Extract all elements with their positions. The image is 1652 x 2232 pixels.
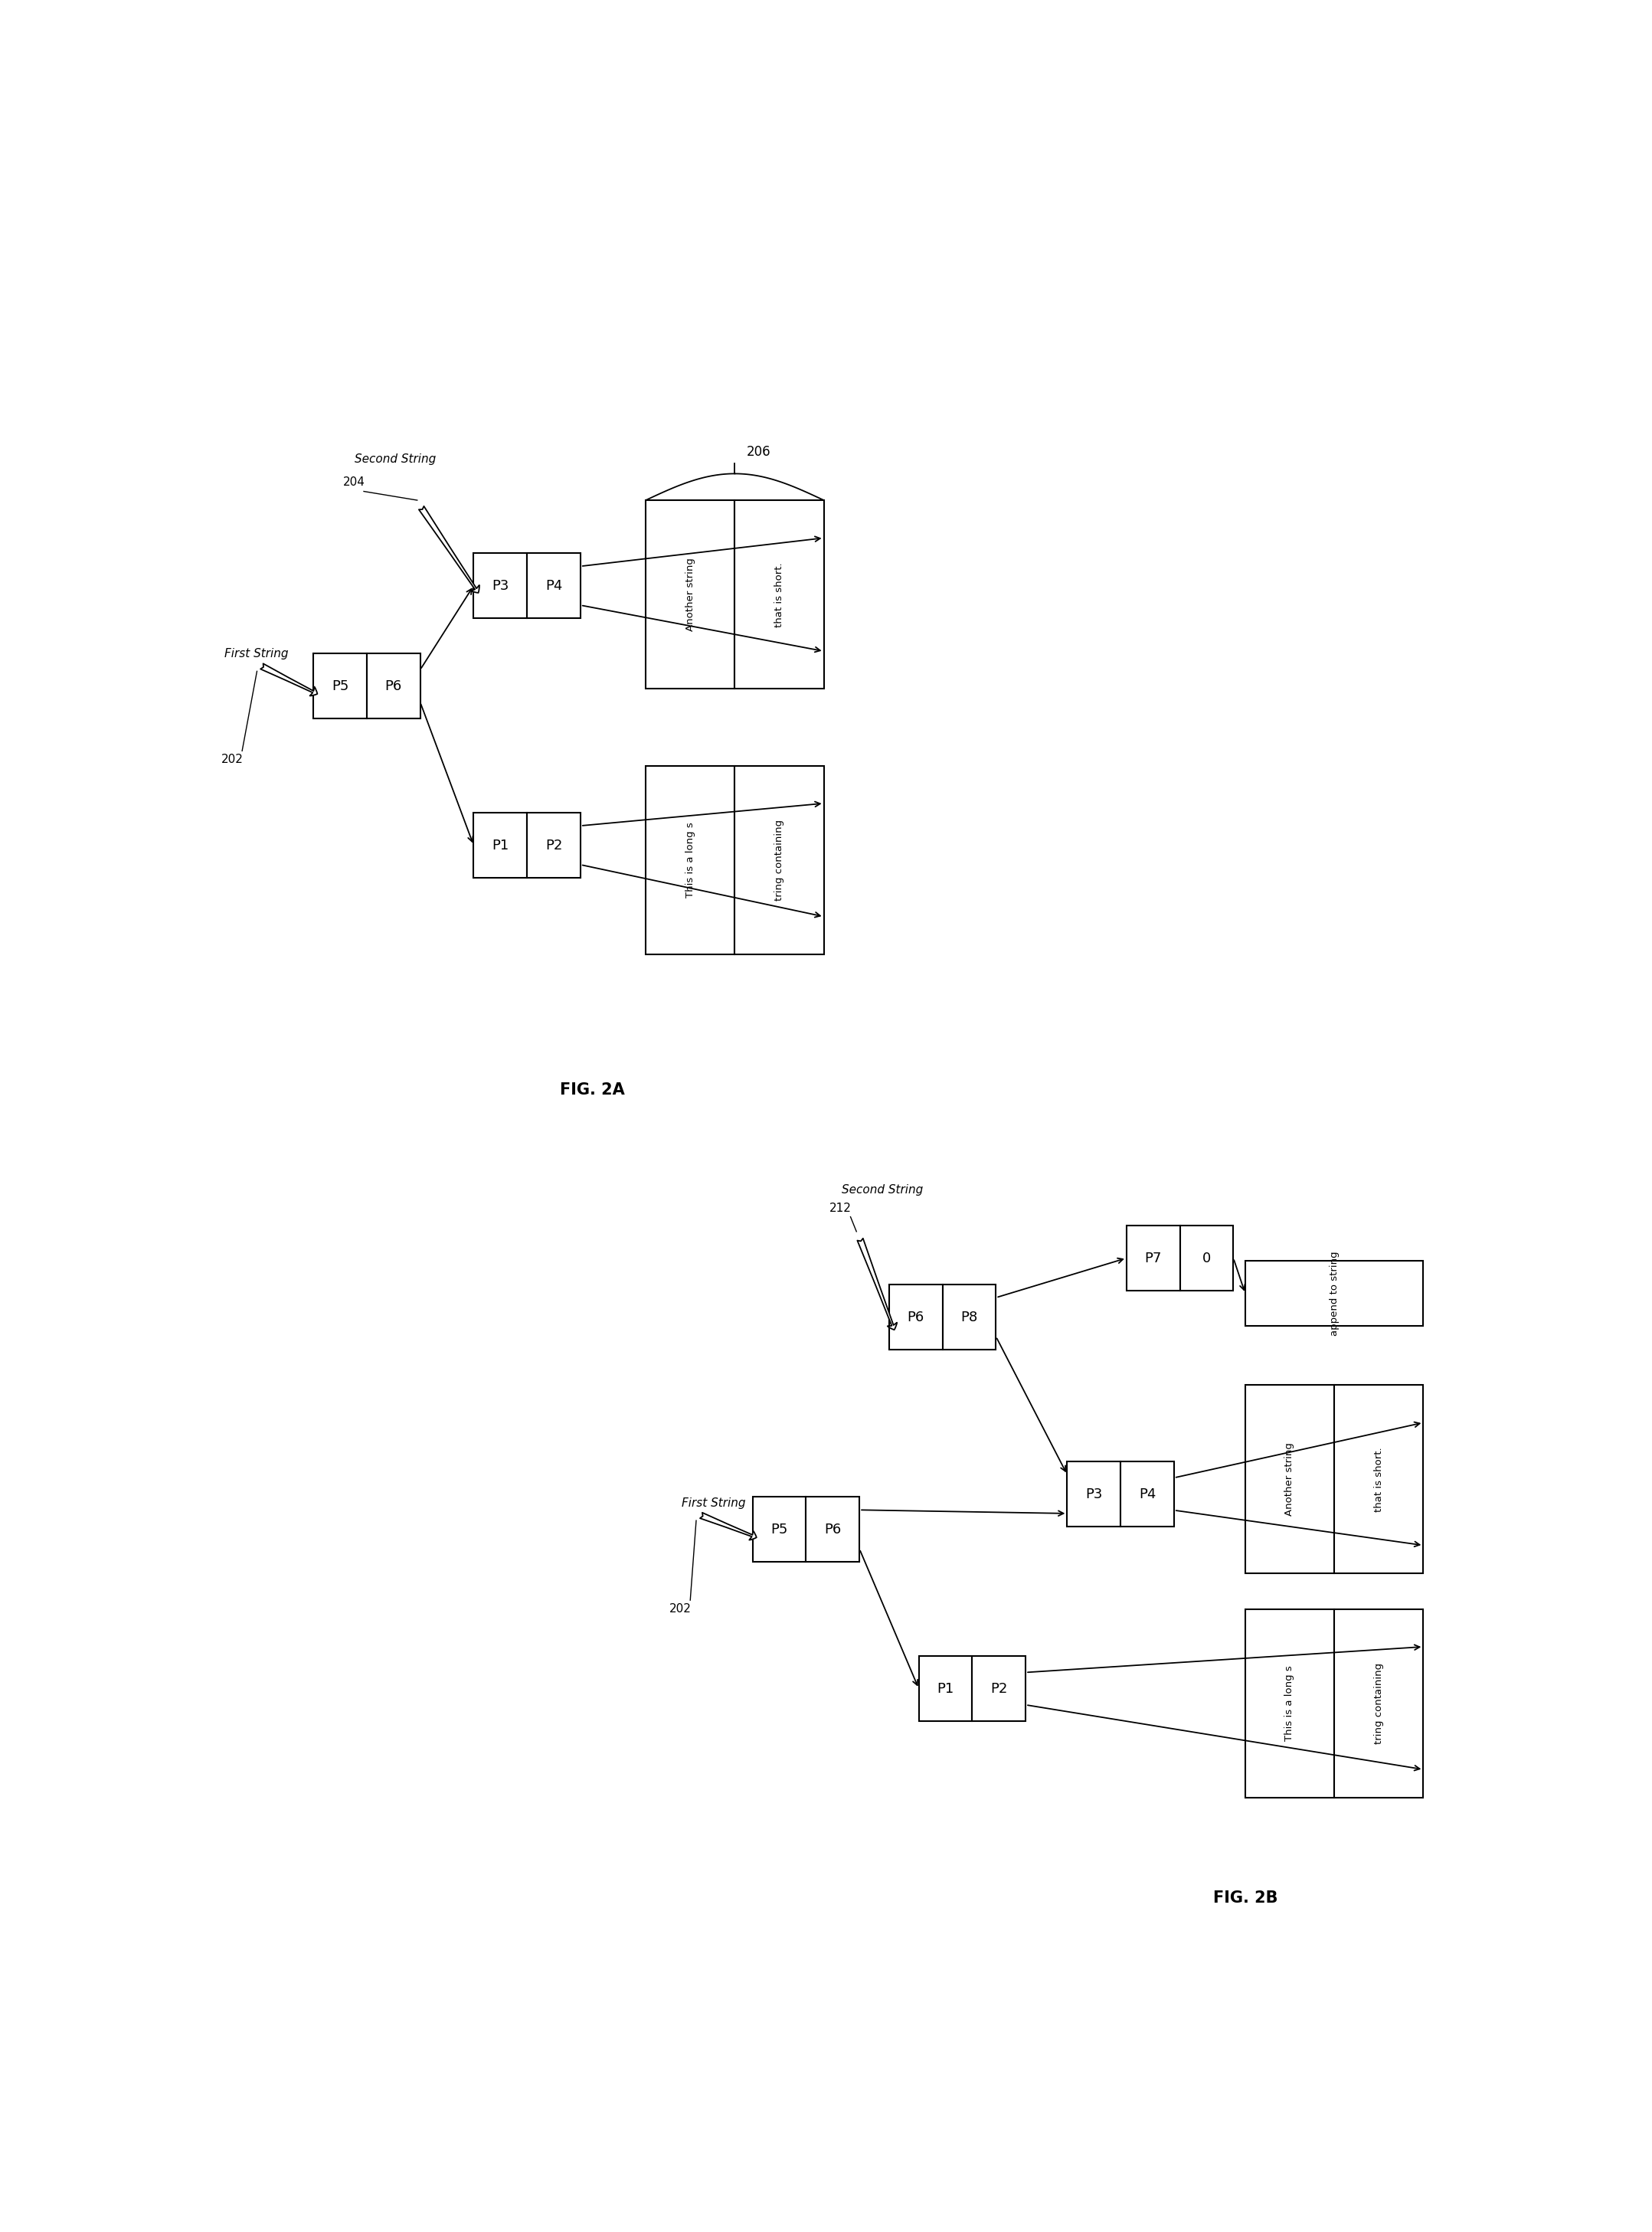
FancyBboxPatch shape [735, 766, 824, 955]
FancyBboxPatch shape [1246, 1261, 1424, 1326]
FancyBboxPatch shape [527, 554, 580, 618]
FancyBboxPatch shape [527, 812, 580, 877]
FancyBboxPatch shape [806, 1498, 859, 1562]
FancyBboxPatch shape [646, 500, 735, 690]
FancyBboxPatch shape [1067, 1462, 1120, 1527]
Text: First String: First String [225, 647, 287, 658]
FancyBboxPatch shape [367, 654, 420, 719]
Text: P3: P3 [492, 578, 509, 594]
Text: P6: P6 [385, 679, 401, 692]
Text: P1: P1 [937, 1681, 953, 1696]
FancyBboxPatch shape [474, 812, 527, 877]
Text: First String: First String [681, 1498, 745, 1509]
Text: P5: P5 [332, 679, 349, 692]
FancyBboxPatch shape [1335, 1609, 1424, 1797]
Text: that is short.: that is short. [1374, 1446, 1384, 1511]
Text: FIG. 2B: FIG. 2B [1213, 1891, 1277, 1906]
Text: P1: P1 [492, 839, 509, 853]
FancyBboxPatch shape [1335, 1384, 1424, 1574]
Text: P3: P3 [1085, 1487, 1102, 1500]
Text: Second String: Second String [841, 1185, 923, 1196]
Text: P4: P4 [545, 578, 562, 594]
FancyBboxPatch shape [889, 1286, 943, 1350]
Text: P8: P8 [961, 1310, 978, 1324]
FancyBboxPatch shape [1246, 1384, 1335, 1574]
FancyBboxPatch shape [1127, 1225, 1180, 1290]
FancyBboxPatch shape [753, 1498, 806, 1562]
Text: 212: 212 [829, 1203, 852, 1214]
Text: P2: P2 [545, 839, 562, 853]
FancyBboxPatch shape [943, 1286, 996, 1350]
Text: FIG. 2A: FIG. 2A [560, 1083, 624, 1098]
FancyBboxPatch shape [919, 1656, 971, 1721]
Text: that is short.: that is short. [775, 562, 785, 627]
Text: P5: P5 [771, 1522, 788, 1536]
FancyBboxPatch shape [474, 554, 527, 618]
Text: tring containing: tring containing [1374, 1663, 1384, 1743]
Text: tring containing: tring containing [775, 819, 785, 902]
FancyBboxPatch shape [646, 766, 735, 955]
Text: P4: P4 [1138, 1487, 1156, 1500]
Text: This is a long s: This is a long s [686, 821, 695, 897]
Text: P7: P7 [1145, 1252, 1161, 1266]
Text: P2: P2 [990, 1681, 1008, 1696]
FancyBboxPatch shape [971, 1656, 1026, 1721]
Text: This is a long s: This is a long s [1285, 1665, 1295, 1741]
Text: 202: 202 [669, 1603, 692, 1614]
Text: 0: 0 [1203, 1252, 1211, 1266]
Text: Second String: Second String [355, 453, 436, 464]
Text: 202: 202 [221, 754, 243, 766]
FancyBboxPatch shape [1120, 1462, 1175, 1527]
Text: append to string: append to string [1330, 1252, 1340, 1335]
FancyBboxPatch shape [1180, 1225, 1234, 1290]
Text: Another string: Another string [1285, 1442, 1295, 1516]
Text: P6: P6 [907, 1310, 925, 1324]
Text: Another string: Another string [686, 558, 695, 632]
Text: P6: P6 [824, 1522, 841, 1536]
Text: 204: 204 [344, 478, 365, 489]
FancyBboxPatch shape [735, 500, 824, 690]
FancyBboxPatch shape [314, 654, 367, 719]
Text: 206: 206 [747, 444, 771, 460]
FancyBboxPatch shape [1246, 1609, 1335, 1797]
